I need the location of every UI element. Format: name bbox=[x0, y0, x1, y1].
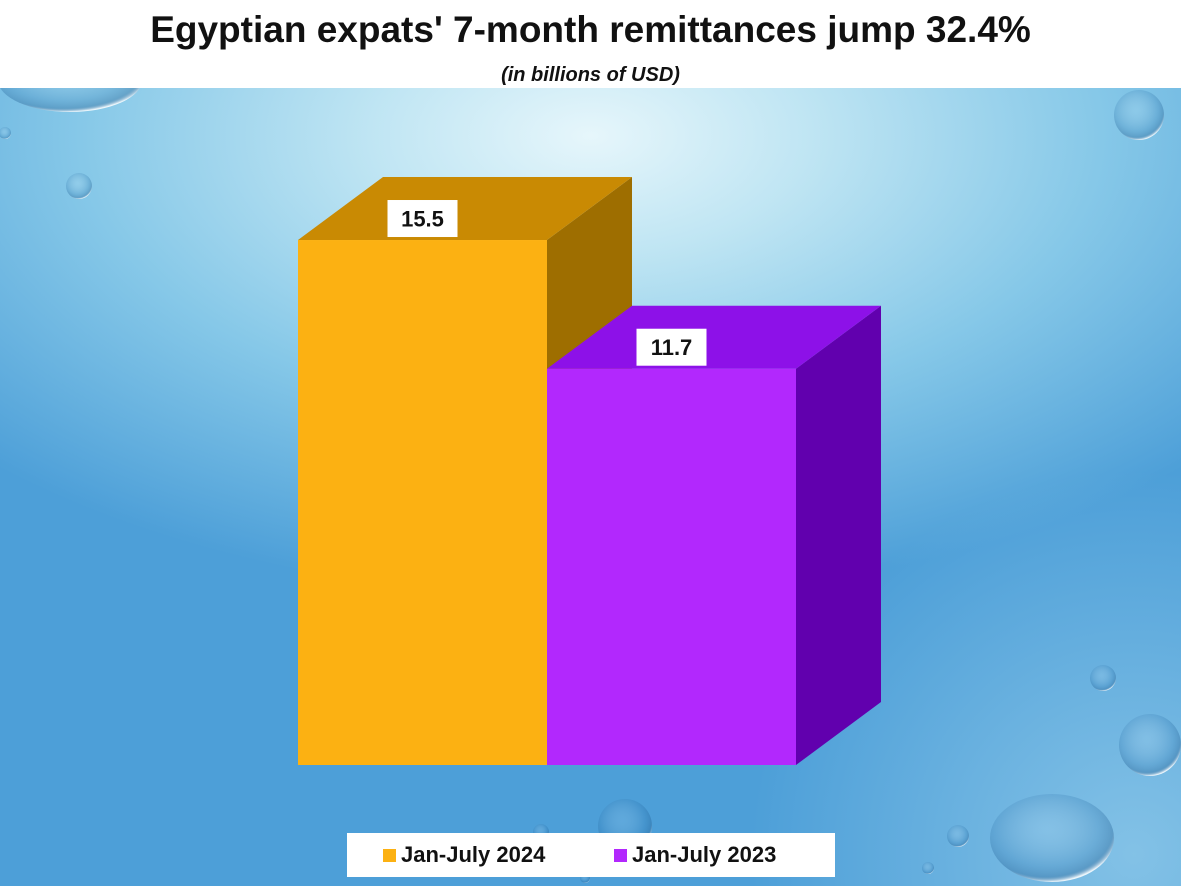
chart-header: Egyptian expats' 7-month remittances jum… bbox=[0, 0, 1181, 88]
bar: 11.7 bbox=[547, 305, 881, 765]
chart-title: Egyptian expats' 7-month remittances jum… bbox=[150, 9, 1031, 50]
legend-label: Jan-July 2024 bbox=[401, 842, 546, 867]
legend-item: Jan-July 2024 bbox=[383, 833, 545, 877]
bar-top-face bbox=[547, 305, 881, 369]
bars-group: 15.5 11.7 bbox=[298, 177, 881, 765]
data-label-background bbox=[636, 328, 707, 366]
legend-swatch bbox=[614, 848, 627, 862]
water-droplet bbox=[1114, 90, 1164, 140]
bar-front-face bbox=[547, 368, 796, 765]
bar-front-face bbox=[298, 240, 547, 765]
bar-top-face bbox=[298, 177, 632, 241]
water-droplet bbox=[947, 825, 969, 847]
water-droplet bbox=[922, 862, 934, 874]
water-droplet bbox=[0, 127, 11, 139]
data-label-background bbox=[387, 200, 458, 238]
chart-legend: Jan-July 2024 Jan-July 2023 bbox=[347, 833, 835, 877]
legend-swatch bbox=[383, 848, 396, 862]
data-label: 15.5 bbox=[387, 200, 458, 238]
data-label-text: 15.5 bbox=[401, 207, 444, 232]
water-droplet bbox=[66, 173, 92, 199]
data-label: 11.7 bbox=[636, 328, 707, 366]
chart-subtitle: (in billions of USD) bbox=[501, 64, 680, 86]
water-droplet bbox=[1090, 665, 1116, 691]
data-label-text: 11.7 bbox=[651, 335, 693, 360]
legend-label: Jan-July 2023 bbox=[632, 842, 777, 867]
bar-side-face bbox=[796, 305, 881, 765]
legend-item: Jan-July 2023 bbox=[614, 833, 776, 877]
water-droplet bbox=[990, 794, 1114, 882]
water-droplet bbox=[1119, 714, 1181, 776]
